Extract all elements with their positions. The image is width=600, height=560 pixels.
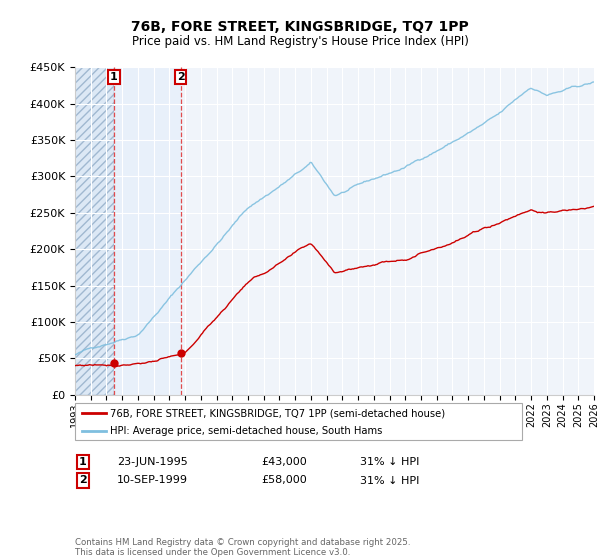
Text: 1: 1: [110, 72, 118, 82]
Bar: [75, 67, 113, 395]
Bar: [75, 67, 113, 395]
Text: 2: 2: [176, 72, 184, 82]
Text: £43,000: £43,000: [261, 457, 307, 467]
Text: 31% ↓ HPI: 31% ↓ HPI: [360, 475, 419, 486]
Text: 31% ↓ HPI: 31% ↓ HPI: [360, 457, 419, 467]
Text: 76B, FORE STREET, KINGSBRIDGE, TQ7 1PP: 76B, FORE STREET, KINGSBRIDGE, TQ7 1PP: [131, 20, 469, 34]
Text: £58,000: £58,000: [261, 475, 307, 486]
Text: 76B, FORE STREET, KINGSBRIDGE, TQ7 1PP (semi-detached house): 76B, FORE STREET, KINGSBRIDGE, TQ7 1PP (…: [110, 408, 445, 418]
Text: 2: 2: [79, 475, 86, 486]
Bar: [113, 67, 181, 395]
Text: HPI: Average price, semi-detached house, South Hams: HPI: Average price, semi-detached house,…: [110, 426, 382, 436]
Text: Contains HM Land Registry data © Crown copyright and database right 2025.
This d: Contains HM Land Registry data © Crown c…: [75, 538, 410, 557]
Text: 10-SEP-1999: 10-SEP-1999: [117, 475, 188, 486]
Text: 1: 1: [79, 457, 86, 467]
Text: Price paid vs. HM Land Registry's House Price Index (HPI): Price paid vs. HM Land Registry's House …: [131, 35, 469, 48]
Text: 23-JUN-1995: 23-JUN-1995: [117, 457, 188, 467]
